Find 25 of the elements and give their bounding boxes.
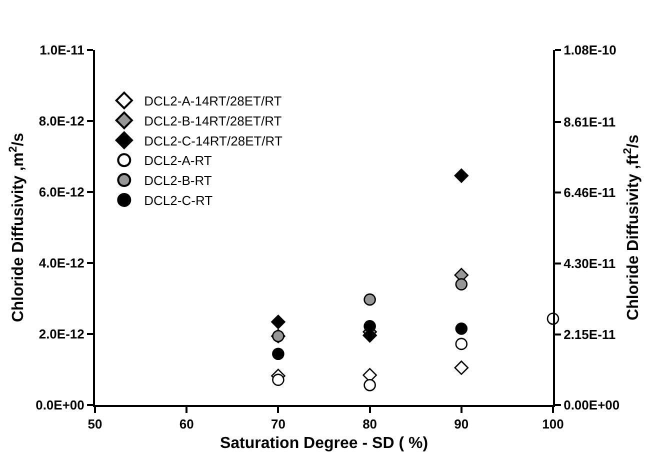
legend-label: DCL2-A-14RT/28ET/RT — [144, 94, 282, 109]
x-tick-label: 100 — [542, 416, 564, 432]
y2-tick-label: 4.30E-11 — [564, 256, 616, 272]
y2-tick-label: 8.61E-11 — [564, 114, 616, 130]
y-tick-label: 8.0E-12 — [38, 114, 84, 129]
legend-label: DCL2-C-14RT/28ET/RT — [144, 133, 282, 148]
y-tick-label: 6.0E-12 — [38, 184, 84, 200]
y-tick-label: 2.0E-12 — [38, 326, 84, 342]
x-tick-label: 80 — [362, 416, 378, 432]
y2-tick-label: 1.08E-10 — [564, 42, 616, 58]
y-tick-label: 0.0E+00 — [36, 398, 84, 413]
legend-label: DCL2-B-RT — [144, 173, 212, 188]
y2-tick-label: 0.00E+00 — [564, 398, 620, 413]
x-axis-title: Saturation Degree - SD ( %) — [220, 434, 428, 452]
x-tick-label: 50 — [88, 416, 102, 432]
x-tick-label: 70 — [270, 416, 286, 432]
legend-label: DCL2-A-RT — [144, 153, 212, 168]
x-tick-label: 60 — [179, 416, 194, 432]
y2-tick-label: 6.46E-11 — [564, 185, 616, 200]
x-tick-label: 90 — [454, 416, 469, 432]
legend-label: DCL2-C-RT — [144, 193, 213, 208]
y-tick-label: 4.0E-12 — [38, 256, 84, 271]
y2-tick-label: 2.15E-11 — [564, 326, 616, 342]
y-tick-label: 1.0E-11 — [40, 42, 84, 58]
legend-label: DCL2-B-14RT/28ET/RT — [144, 113, 282, 128]
